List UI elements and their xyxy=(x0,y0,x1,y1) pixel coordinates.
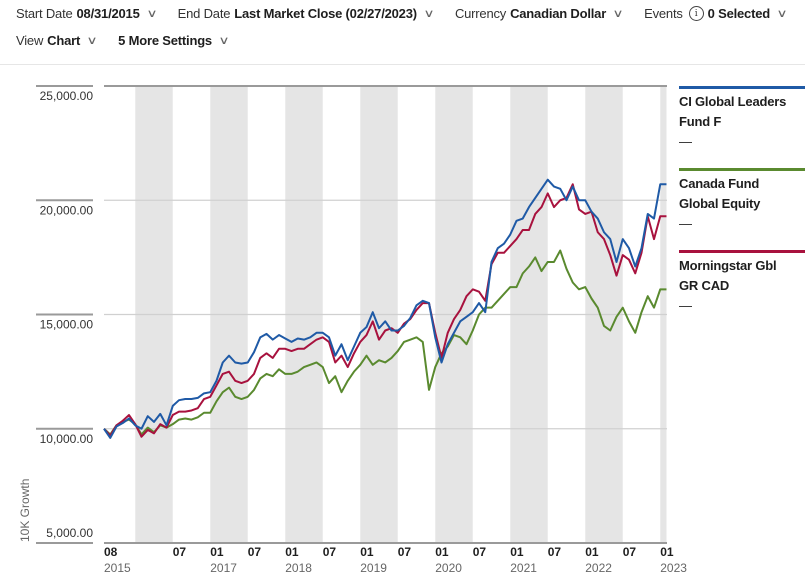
legend-item-morningstar-gbl-gr-cad[interactable]: Morningstar Gbl GR CAD — xyxy=(679,250,805,316)
end-date-label: End Date xyxy=(177,6,231,21)
end-date-dropdown[interactable]: End Date Last Market Close (02/27/2023) … xyxy=(177,6,435,21)
start-date-label: Start Date xyxy=(16,6,73,21)
legend-value: — xyxy=(679,216,692,231)
x-tick-label-month: 07 xyxy=(248,545,262,559)
start-date-value: 08/31/2015 xyxy=(76,6,140,21)
y-tick-label: 5,000.00 xyxy=(46,526,93,540)
legend-item-ci-global-leaders[interactable]: CI Global Leaders Fund F — xyxy=(679,86,805,152)
legend-name: Morningstar Gbl GR CAD xyxy=(679,258,777,293)
x-tick-label-month: 07 xyxy=(548,545,562,559)
events-label: Events xyxy=(644,6,683,21)
x-axis: 08 2015 07 01 2017 07 01 2018 07 01 2019 07 01 2020 07… xyxy=(104,545,687,575)
x-tick-label-month: 07 xyxy=(173,545,187,559)
x-tick-label-year: 2020 xyxy=(435,561,462,575)
currency-dropdown[interactable]: Currency Canadian Dollar ∨ xyxy=(454,6,624,21)
x-tick-label-month: 01 xyxy=(585,545,599,559)
legend-value: — xyxy=(679,298,692,313)
y-axis-label: 10K Growth xyxy=(18,479,32,542)
x-tick-label-month: 07 xyxy=(323,545,337,559)
series-line-morningstar-gbl-gr-cad xyxy=(103,183,667,438)
y-tick-label: 25,000.00 xyxy=(40,89,94,103)
x-tick-label-year: 2017 xyxy=(210,561,237,575)
chevron-down-icon: ∨ xyxy=(145,8,158,20)
x-tick-label-month: 07 xyxy=(623,545,637,559)
x-tick-label-month: 07 xyxy=(473,545,487,559)
chevron-down-icon: ∨ xyxy=(423,8,435,20)
x-tick-label-year: 2015 xyxy=(104,561,131,575)
gridlines xyxy=(104,85,667,544)
chart-legend: CI Global Leaders Fund F — Canada Fund Glo… xyxy=(679,86,805,332)
series-lines xyxy=(103,178,667,439)
view-value: Chart xyxy=(47,33,81,48)
x-tick-label-year: 2021 xyxy=(510,561,537,575)
series-line-canada-fund-global-equity xyxy=(103,249,667,436)
currency-label: Currency xyxy=(454,6,507,21)
legend-color-swatch xyxy=(679,86,805,89)
end-date-value: Last Market Close (02/27/2023) xyxy=(234,6,417,21)
events-dropdown[interactable]: Events i 0 Selected ∨ xyxy=(644,6,788,21)
x-tick-label-month: 01 xyxy=(360,545,374,559)
x-tick-label-month: 07 xyxy=(398,545,412,559)
y-tick-label: 20,000.00 xyxy=(40,203,94,217)
x-tick-label-month: 01 xyxy=(660,545,674,559)
y-axis: 5,000.00 10,000.00 15,000.00 20,000.00 25,00… xyxy=(36,85,94,544)
y-tick-label: 10,000.00 xyxy=(40,432,94,446)
x-tick-label-month: 01 xyxy=(510,545,524,559)
view-dropdown[interactable]: View Chart ∨ xyxy=(16,33,98,48)
x-tick-label-year: 2022 xyxy=(585,561,612,575)
settings-toolbar: Start Date 08/31/2015 ∨ End Date Last Ma… xyxy=(0,0,805,65)
chevron-down-icon: ∨ xyxy=(218,35,230,47)
x-tick-label-month: 08 xyxy=(104,545,118,559)
x-tick-label-year: 2023 xyxy=(660,561,687,575)
currency-value: Canadian Dollar xyxy=(510,6,607,21)
more-settings-dropdown[interactable]: 5 More Settings ∨ xyxy=(118,33,230,48)
chevron-down-icon: ∨ xyxy=(776,8,788,20)
info-icon[interactable]: i xyxy=(688,6,704,21)
more-settings-label: 5 More Settings xyxy=(118,33,212,48)
start-date-dropdown[interactable]: Start Date 08/31/2015 ∨ xyxy=(16,6,158,21)
x-tick-label-month: 01 xyxy=(210,545,224,559)
x-tick-label-year: 2019 xyxy=(360,561,387,575)
legend-color-swatch xyxy=(679,168,805,171)
x-tick-label-month: 01 xyxy=(285,545,299,559)
chevron-down-icon: ∨ xyxy=(86,35,98,47)
legend-value: — xyxy=(679,134,692,149)
legend-name: CI Global Leaders Fund F xyxy=(679,94,787,129)
y-tick-label: 15,000.00 xyxy=(40,318,94,332)
chevron-down-icon: ∨ xyxy=(612,8,624,20)
legend-color-swatch xyxy=(679,250,805,253)
legend-item-canada-fund-global-equity[interactable]: Canada Fund Global Equity — xyxy=(679,168,805,234)
view-label: View xyxy=(16,33,44,48)
x-tick-label-year: 2018 xyxy=(285,561,312,575)
events-value: 0 Selected xyxy=(707,6,771,21)
legend-name: Canada Fund Global Equity xyxy=(679,176,761,211)
x-tick-label-month: 01 xyxy=(435,545,449,559)
series-line-ci-global-leaders-fund-f xyxy=(103,178,667,439)
